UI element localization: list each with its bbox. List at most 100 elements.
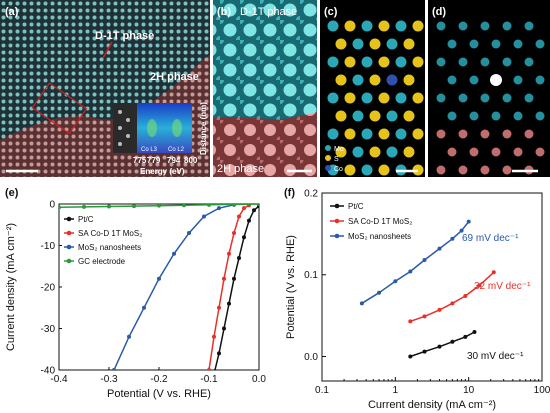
inset-stem [113, 103, 137, 153]
panel-d: (d) [428, 0, 550, 177]
sim-spot [480, 93, 490, 103]
sim-spot [502, 21, 512, 31]
series-marker-f [359, 301, 364, 306]
ytick-label-e: -30 [41, 324, 56, 335]
panel-label-e: (e) [5, 187, 19, 199]
annotation-d1t-a: D-1T phase [95, 30, 154, 42]
atom [378, 128, 390, 140]
series-marker-e [217, 206, 221, 211]
series-marker-e [157, 204, 161, 208]
panel-b: (b) D-1T phase 2H phase [213, 0, 317, 177]
ytick-label-e: -40 [41, 366, 56, 377]
panel-label-b: (b) [217, 6, 231, 18]
xtick-label-e: -0.3 [100, 374, 118, 385]
atom [369, 146, 381, 158]
series-marker-e [232, 231, 236, 236]
series-marker-f [459, 228, 464, 233]
series-marker-e [252, 208, 256, 213]
series-marker-f [450, 301, 455, 306]
atom [361, 92, 373, 104]
xtick-label-f: 1 [393, 385, 399, 396]
atom [378, 92, 390, 104]
sim-spot [469, 147, 479, 157]
atom [412, 20, 424, 32]
sim-spot [458, 165, 468, 175]
sim-spot [502, 57, 512, 67]
series-marker-e [227, 301, 231, 306]
inset-xtick-800: 800 [184, 156, 198, 165]
sim-spot [447, 147, 457, 157]
atom [361, 20, 373, 32]
series-marker-e [237, 214, 241, 219]
simulated-image [436, 21, 545, 175]
sim-spot [480, 57, 490, 67]
slope-annotation-f: 32 mV dec⁻¹ [474, 281, 531, 292]
atom [395, 20, 407, 32]
series-group-f [359, 219, 496, 359]
atom [344, 92, 356, 104]
panel-label-a: (a) [5, 6, 19, 18]
series-marker-e [207, 204, 211, 207]
sim-spot [436, 21, 446, 31]
inset-ylabel: Distance (nm) [199, 102, 208, 155]
series-marker-f [437, 307, 442, 312]
xlabel-e: Potential (V vs. RHE) [107, 388, 211, 400]
series-marker-f [393, 279, 398, 284]
sim-spot [447, 39, 457, 49]
sim-spot [491, 147, 501, 157]
ytick-label-f: 0.1 [304, 270, 318, 281]
atom [335, 74, 347, 86]
legend-label-e: Pt/C [78, 215, 94, 224]
atom [361, 164, 373, 176]
atom [327, 128, 339, 140]
atom [412, 56, 424, 68]
legend-label-e: GC electrode [78, 257, 126, 266]
series-line-f [410, 271, 495, 323]
sim-spot [447, 75, 457, 85]
series-line-e [208, 204, 250, 370]
sim-spot [458, 93, 468, 103]
atom [386, 146, 398, 158]
atom [344, 20, 356, 32]
panel-label-d: (d) [432, 6, 446, 18]
xtick-label-f: 0.1 [315, 385, 329, 396]
atom [395, 56, 407, 68]
eels-inset: Co L3 Co L2 775 779 794 800 Energy (eV) … [113, 102, 208, 176]
legend-marker-e [66, 230, 72, 236]
atom [378, 20, 390, 32]
sim-spot [480, 129, 490, 139]
series-marker-e [222, 326, 226, 331]
ytick-label-f: 0.2 [304, 189, 318, 200]
atom [395, 128, 407, 140]
bright-co-spot [490, 74, 502, 86]
arrow-d1t [102, 41, 113, 59]
annotation-2h-a: 2H phase [150, 71, 199, 83]
atom-model [327, 20, 424, 176]
series-marker-e [212, 334, 216, 339]
sim-spot [535, 75, 545, 85]
sim-spot [458, 21, 468, 31]
legend-label-e: MoS₂ nanosheets [78, 243, 141, 252]
panel-b-bottom-text: 2H phase [217, 163, 264, 175]
atom [386, 38, 398, 50]
atom [378, 56, 390, 68]
series-marker-e [237, 255, 241, 260]
inset-xtick-794: 794 [167, 156, 181, 165]
ylabel-f: Potential (V vs. RHE) [285, 235, 297, 339]
series-marker-e [59, 205, 61, 210]
atom [412, 128, 424, 140]
atom [369, 74, 381, 86]
atom [403, 74, 415, 86]
sim-spot [513, 111, 523, 121]
atom [403, 110, 415, 122]
ytick-label-e: 0 [49, 200, 55, 211]
atom [344, 164, 356, 176]
atom [352, 38, 364, 50]
series-marker-f [437, 344, 442, 349]
sim-spot [524, 57, 534, 67]
atom [335, 146, 347, 158]
series-marker-e [112, 368, 116, 370]
series-marker-e [82, 204, 86, 209]
inset-heatmap [137, 103, 192, 153]
series-marker-e [107, 204, 111, 209]
